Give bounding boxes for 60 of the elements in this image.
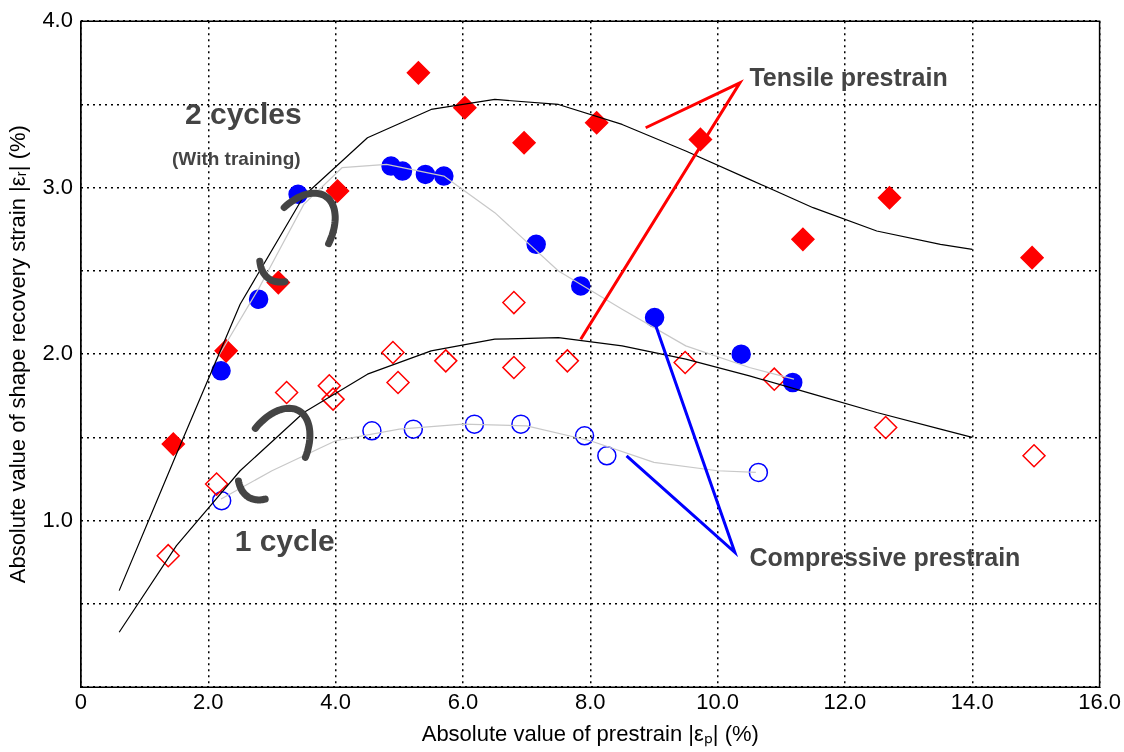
point — [584, 111, 609, 135]
point — [434, 166, 454, 186]
point — [362, 421, 382, 441]
point — [512, 131, 536, 155]
x-tick-label: 6.0 — [447, 689, 479, 715]
x-tick-label: 14.0 — [950, 689, 994, 715]
y-tick-label: 4.0 — [42, 7, 73, 33]
point — [434, 349, 458, 373]
point — [156, 543, 180, 568]
annotation: Compressive prestrain — [749, 542, 1021, 571]
point — [381, 340, 405, 365]
point — [464, 414, 485, 434]
point — [673, 350, 697, 375]
point — [511, 414, 531, 434]
point — [211, 361, 231, 381]
point — [321, 387, 345, 411]
point — [1022, 444, 1046, 468]
annotation: (With training) — [172, 147, 301, 169]
point — [274, 380, 299, 405]
point — [248, 289, 269, 310]
point — [211, 490, 232, 511]
point — [502, 355, 526, 380]
point — [731, 344, 751, 364]
point — [748, 462, 769, 483]
annotation: 1 cycle — [234, 523, 335, 557]
point — [406, 61, 431, 85]
point — [526, 234, 546, 255]
annotation: Tensile prestrain — [749, 63, 948, 92]
point — [392, 161, 413, 181]
x-tick-label: 16.0 — [1078, 689, 1121, 715]
y-axis-title: Absolute value of shape recovery strain |εᵣ| (%) — [5, 125, 31, 584]
point — [386, 370, 410, 395]
x-tick-label: 4.0 — [320, 689, 351, 715]
point — [644, 307, 665, 328]
point — [877, 185, 902, 210]
y-tick-label: 2.0 — [42, 340, 73, 366]
point — [317, 374, 342, 398]
y-tick-label: 1.0 — [42, 506, 73, 532]
point — [791, 227, 815, 252]
x-tick-label: 8.0 — [574, 689, 606, 715]
point — [762, 367, 787, 391]
point — [574, 426, 595, 446]
point — [555, 349, 580, 373]
point — [873, 415, 898, 440]
point — [453, 96, 477, 120]
x-axis-title: Absolute value of prestrain |εₚ| (%) — [421, 720, 759, 747]
point — [1020, 245, 1044, 270]
point — [161, 432, 186, 456]
x-tick-label: 2.0 — [193, 689, 224, 715]
y-tick-label: 3.0 — [42, 173, 73, 199]
x-tick-label: 12.0 — [823, 689, 867, 715]
point — [403, 419, 424, 439]
point — [502, 290, 526, 315]
point — [204, 472, 229, 496]
x-tick-label: 10.0 — [696, 689, 740, 715]
point — [325, 179, 350, 203]
x-tick-label: 0 — [74, 689, 88, 715]
point — [570, 276, 591, 296]
point — [597, 446, 617, 466]
annotation: 2 cycles — [184, 97, 302, 131]
